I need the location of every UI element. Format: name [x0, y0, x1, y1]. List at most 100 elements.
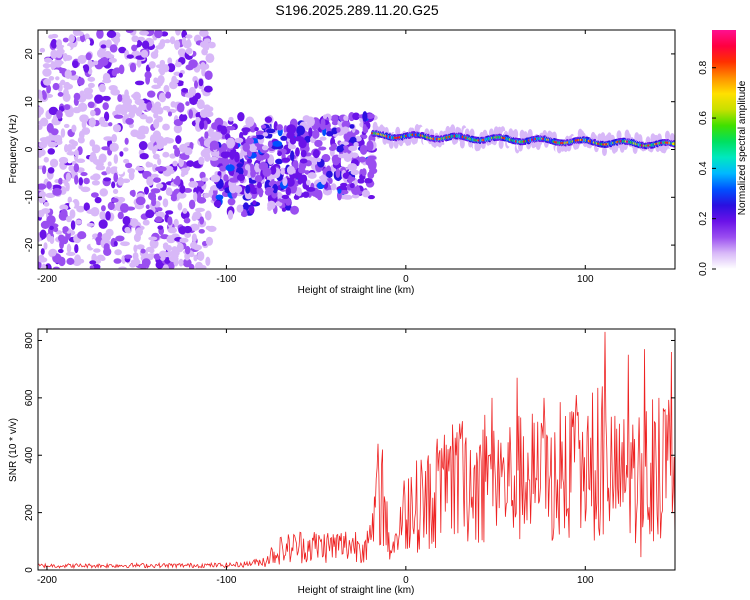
spectrogram-cell	[89, 38, 95, 46]
spectrogram-cell	[99, 188, 108, 197]
spectrogram-cell	[176, 242, 184, 253]
spectrogram-cell	[116, 164, 125, 175]
spectrogram-x-tick-label: -200	[37, 274, 57, 285]
spectrogram-cell	[57, 234, 65, 242]
spectrogram-cell	[71, 140, 79, 147]
spectrogram-cell	[183, 217, 191, 224]
spectrogram-cell	[182, 207, 188, 214]
spectrogram-cell	[165, 187, 173, 196]
spectrogram-cell	[252, 200, 257, 206]
spectrogram-cell	[226, 125, 232, 130]
spectrogram-cell	[163, 137, 171, 144]
spectrogram-cell	[258, 156, 265, 161]
spectrogram-cell	[250, 169, 256, 178]
spectrogram-cell	[105, 210, 111, 221]
spectrogram-cell	[204, 131, 209, 139]
snr-panel: -200 -100 0 100 0 200 400 600 800 Height of stra…	[8, 328, 676, 596]
spectrogram-cell	[93, 60, 99, 66]
spectrogram-cell	[94, 94, 104, 104]
spectrogram-cell	[229, 149, 235, 160]
spectrogram-cell	[72, 60, 79, 69]
spectrogram-cell	[322, 114, 328, 119]
spectrogram-cell	[169, 36, 176, 45]
spectrogram-cell	[139, 152, 149, 160]
spectrogram-cell	[227, 209, 234, 220]
spectrogram-cell	[148, 61, 156, 69]
spectrogram-cell	[175, 135, 182, 144]
spectrogram-cell	[98, 219, 108, 229]
spectrogram-cell	[173, 256, 179, 267]
spectrogram-cell	[183, 225, 193, 234]
spectrogram-cell	[62, 226, 69, 233]
spectrogram-cell	[147, 90, 156, 98]
spectrogram-cell	[347, 175, 353, 185]
spectrogram-cell	[498, 138, 504, 149]
spectrogram-cell	[210, 174, 221, 183]
spectrogram-cell	[176, 102, 185, 113]
spectrogram-cell	[120, 106, 128, 116]
spectrogram-cell	[307, 172, 317, 179]
spectrogram-cell	[117, 176, 125, 186]
spectrogram-cell	[174, 39, 181, 50]
spectrogram-cell	[343, 115, 348, 121]
spectrogram-cell	[57, 92, 64, 97]
spectrogram-cell	[336, 127, 341, 133]
spectrogram-cell	[350, 169, 360, 176]
spectrogram-cell	[81, 127, 91, 135]
spectrogram-cell	[155, 211, 161, 217]
spectrogram-cell	[260, 124, 267, 129]
spectrogram-cell	[105, 39, 112, 49]
spectrogram-cell	[64, 69, 72, 80]
snr-background	[38, 329, 675, 570]
spectrogram-cell	[193, 254, 198, 262]
spectrogram-cell	[72, 106, 82, 114]
spectrogram-cell	[103, 177, 112, 182]
spectrogram-cell	[150, 188, 161, 194]
spectrogram-cell	[185, 47, 193, 55]
spectrogram-cell	[85, 38, 91, 46]
spectrogram-cell	[254, 126, 259, 132]
spectrogram-cell	[242, 142, 250, 152]
spectrogram-cell	[77, 77, 85, 86]
spectrogram-cell	[107, 201, 115, 211]
spectrogram-cell	[266, 128, 276, 134]
spectrogram-cell	[254, 162, 260, 173]
spectrogram-cell	[316, 157, 321, 163]
spectrogram-cell	[280, 135, 288, 141]
spectrogram-cell	[162, 105, 171, 111]
spectrogram-x-tick-label: -100	[216, 274, 236, 285]
spectrogram-cell	[162, 242, 169, 251]
spectrogram-cell	[71, 124, 77, 133]
snr-series-line	[38, 331, 675, 570]
spectrogram-cell	[249, 205, 255, 215]
spectrogram-cell	[236, 163, 244, 168]
spectrogram-cell	[157, 195, 163, 201]
spectrogram-cell	[88, 117, 96, 128]
spectrogram-cell	[174, 147, 181, 158]
spectrogram-cell	[254, 175, 262, 182]
spectrogram-cell	[46, 215, 56, 225]
spectrogram-cell	[52, 114, 57, 122]
spectrogram-cell	[129, 218, 139, 227]
spectrogram-cell	[39, 47, 46, 53]
spectrogram-cell	[162, 264, 169, 269]
spectrogram-cell	[44, 57, 53, 63]
spectrogram-cell	[39, 117, 49, 127]
spectrogram-cell	[217, 124, 223, 131]
spectrogram-cell	[77, 136, 85, 144]
spectrogram-cell	[206, 106, 214, 112]
spectrogram-cell	[148, 236, 158, 241]
spectrogram-cell	[115, 235, 125, 242]
spectrogram-cell	[211, 131, 221, 137]
spectrogram-cell	[367, 160, 376, 171]
spectrogram-cell	[140, 49, 149, 58]
spectrogram-cell	[93, 248, 101, 253]
spectrogram-cell	[76, 205, 85, 213]
spectrogram-cell	[141, 258, 151, 267]
spectrogram-cell	[167, 216, 173, 226]
spectrogram-cell	[113, 114, 124, 119]
spectrogram-cell	[98, 116, 106, 126]
spectrogram-cell	[141, 40, 150, 49]
spectrogram-cell	[189, 223, 200, 232]
